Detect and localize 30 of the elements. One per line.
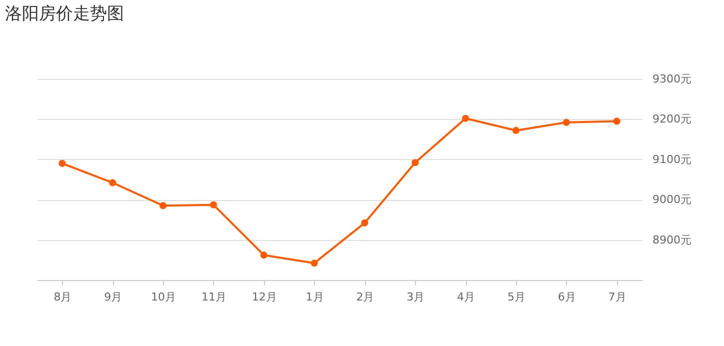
point <box>109 179 116 186</box>
x-tick-label: 10月 <box>151 290 176 304</box>
point <box>613 118 620 125</box>
point <box>260 252 268 259</box>
point <box>512 126 520 134</box>
x-tick-label: 7月 <box>608 290 626 304</box>
chart-title: 洛阳房价走势图 <box>5 4 124 24</box>
point <box>361 219 368 226</box>
x-tick-label: 12月 <box>252 290 277 304</box>
x-tick-label: 2月 <box>356 290 374 304</box>
x-tick-label: 8月 <box>54 290 72 304</box>
y-tick-label: 9300元 <box>652 72 692 86</box>
point <box>160 202 167 210</box>
x-tick-label: 1月 <box>306 290 324 304</box>
y-tick-label: 9100元 <box>652 152 692 166</box>
point <box>412 159 419 166</box>
point <box>58 160 66 167</box>
x-tick-label: 3月 <box>406 290 425 304</box>
y-tick-label: 8900元 <box>652 233 692 246</box>
y-tick-label: 9200元 <box>652 112 692 126</box>
point <box>310 260 318 267</box>
point <box>462 114 470 122</box>
x-tick-label: 11月 <box>201 290 226 304</box>
x-tick-label: 5月 <box>507 290 526 304</box>
x-tick-label: 6月 <box>558 290 576 304</box>
y-tick-label: 9000元 <box>652 193 692 206</box>
x-tick-label: 9月 <box>104 290 122 304</box>
x-tick-label: 4月 <box>457 290 476 304</box>
point <box>210 201 217 208</box>
point <box>562 118 570 126</box>
